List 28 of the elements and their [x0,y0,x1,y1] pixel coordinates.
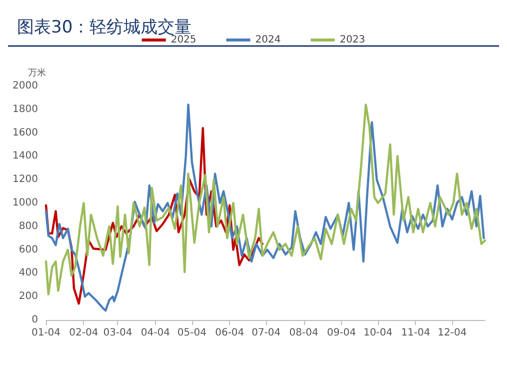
x-tick-label: 08-04 [289,328,318,338]
x-tick-label: 04-04 [140,328,170,338]
y-axis-title: 万米 [28,68,46,78]
x-tick-label: 03-04 [103,328,132,338]
x-tick-label: 10-04 [363,328,393,338]
y-tick-label: 1000 [12,198,38,208]
legend-label: 2023 [340,34,366,46]
x-tick-label: 05-04 [177,328,206,338]
x-tick-label: 07-04 [252,328,281,338]
y-tick-label: 0 [32,314,38,326]
y-tick-label: 1200 [12,174,38,186]
x-tick-label: 06-04 [215,328,244,338]
y-tick-label: 1600 [12,127,38,138]
x-tick-label: 12-04 [438,328,467,338]
y-tick-label: 1400 [12,150,38,162]
y-tick-label: 1800 [12,104,38,115]
x-tick-label: 01-04 [31,328,61,338]
x-tick-label: 02-04 [69,328,98,338]
legend-label: 2025 [170,34,196,46]
x-tick-label: 09-04 [326,328,356,338]
y-tick-label: 200 [18,291,38,302]
y-tick-label: 600 [18,244,38,256]
x-tick-label: 11-04 [401,328,430,338]
y-tick-label: 400 [18,268,38,279]
y-tick-label: 800 [18,220,38,232]
y-tick-label: 2000 [12,80,38,92]
legend-label: 2024 [255,34,281,46]
line-series [44,127,264,305]
